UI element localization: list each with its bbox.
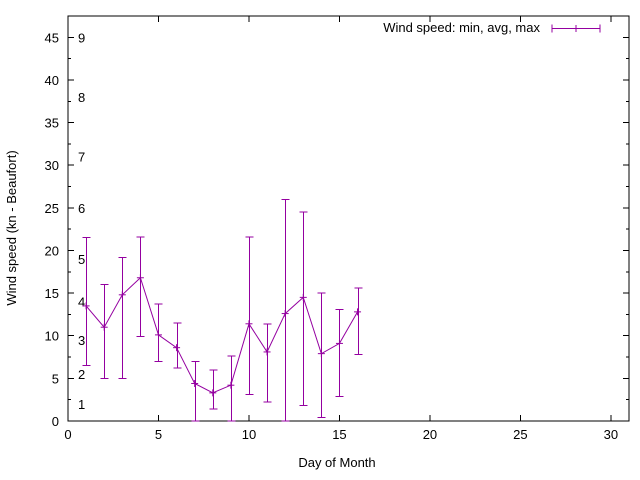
error-bar (209, 369, 218, 410)
beaufort-level-label: 9 (78, 30, 85, 45)
y-tick-label: 5 (52, 371, 59, 386)
data-point-marker (191, 379, 199, 387)
x-axis-ticks: 0 5 10 15 20 25 30 (64, 16, 618, 442)
legend-label: Wind speed: min, avg, max (383, 20, 540, 35)
data-point-marker (281, 310, 289, 318)
beaufort-scale-labels: 1 2 3 4 5 6 7 8 9 (78, 30, 85, 412)
error-bar (82, 237, 91, 367)
x-tick-label: 30 (604, 427, 618, 442)
x-tick-label: 5 (155, 427, 162, 442)
error-bar (136, 236, 145, 338)
x-tick-label: 0 (64, 427, 71, 442)
beaufort-level-label: 4 (78, 295, 85, 310)
x-tick-label: 15 (332, 427, 346, 442)
data-point-marker (100, 323, 108, 331)
error-bar (299, 211, 308, 407)
y-tick-label: 40 (45, 73, 59, 88)
error-bar (173, 322, 182, 369)
error-bar (191, 360, 200, 422)
beaufort-level-label: 5 (78, 252, 85, 267)
y-tick-label: 45 (45, 30, 59, 45)
beaufort-level-label: 1 (78, 397, 85, 412)
error-bar (118, 256, 127, 379)
x-tick-label: 20 (423, 427, 437, 442)
error-bar (354, 287, 363, 355)
data-point-marker (173, 344, 181, 352)
y-tick-label: 0 (52, 414, 59, 429)
beaufort-level-label: 6 (78, 201, 85, 216)
error-bar (263, 323, 272, 403)
y-axis-title: Wind speed (kn - Beaufort) (4, 150, 19, 305)
error-bar (335, 308, 344, 397)
x-tick-label: 10 (242, 427, 256, 442)
data-point-marker (245, 320, 253, 328)
data-point-marker (335, 339, 343, 347)
beaufort-level-label: 2 (78, 367, 85, 382)
data-point-marker (118, 291, 126, 299)
x-tick-label: 25 (513, 427, 527, 442)
y-tick-label: 35 (45, 116, 59, 131)
data-point-marker (82, 302, 90, 310)
data-series-group (82, 198, 363, 422)
data-point-marker (299, 293, 307, 301)
data-point-marker (317, 350, 325, 358)
legend-sample-errorbar-icon (551, 24, 601, 33)
avg-series-line (85, 276, 358, 394)
y-tick-label: 10 (45, 329, 59, 344)
data-point-marker (354, 308, 362, 316)
y-tick-label: 30 (45, 158, 59, 173)
x-axis-title: Day of Month (298, 455, 375, 470)
beaufort-level-label: 7 (78, 150, 85, 165)
error-bar (100, 284, 109, 379)
y-tick-label: 15 (45, 286, 59, 301)
chart-legend: Wind speed: min, avg, max (383, 20, 601, 35)
error-bar (245, 236, 254, 396)
error-bar (227, 355, 236, 422)
beaufort-level-label: 3 (78, 333, 85, 348)
beaufort-level-label: 8 (78, 90, 85, 105)
data-point-marker (227, 381, 235, 389)
data-point-marker (136, 274, 144, 282)
data-point-marker (154, 331, 162, 339)
data-point-marker (209, 389, 217, 397)
y-tick-label: 25 (45, 201, 59, 216)
data-point-marker (263, 348, 271, 356)
plot-frame (67, 15, 630, 422)
y-tick-label: 20 (45, 243, 59, 258)
